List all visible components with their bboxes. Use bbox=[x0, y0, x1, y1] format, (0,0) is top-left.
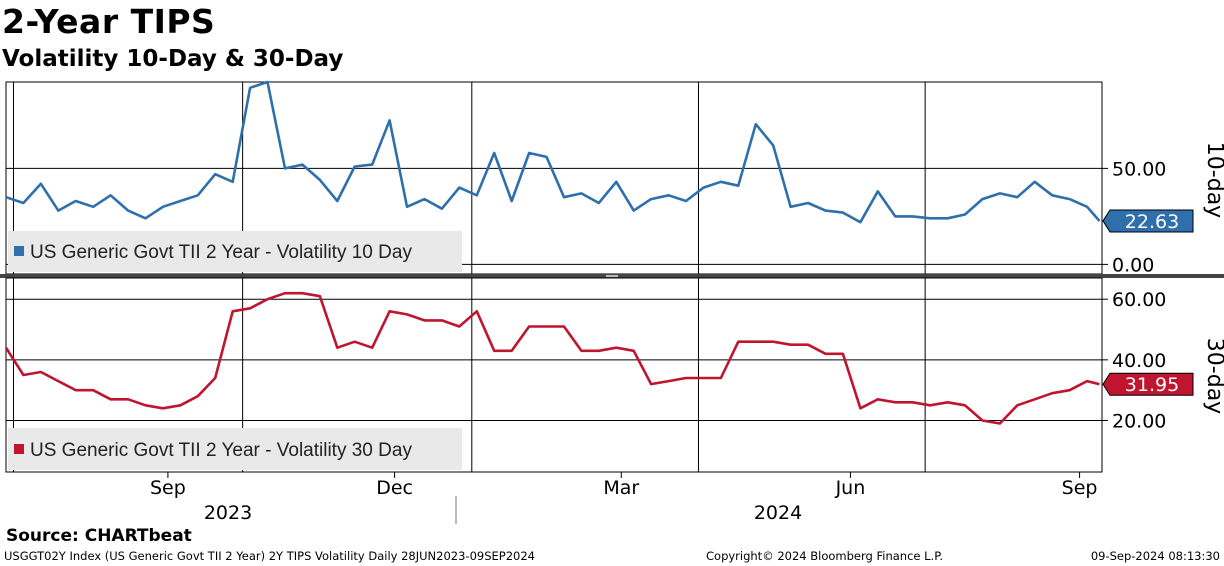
year-label: 2024 bbox=[754, 502, 802, 524]
y-tick-label: 60.00 bbox=[1112, 289, 1166, 311]
top-panel: US Generic Govt TII 2 Year - Volatility … bbox=[5, 80, 1194, 276]
series-line-10-day bbox=[5, 80, 1101, 224]
source-note: Source: CHARTbeat bbox=[6, 526, 192, 546]
series-line-30-day bbox=[4, 291, 1100, 425]
x-tick-label: Sep bbox=[150, 477, 186, 499]
last-value-label: 22.63 bbox=[1125, 211, 1179, 233]
legend-30-day[interactable]: US Generic Govt TII 2 Year - Volatility … bbox=[8, 428, 462, 470]
last-value-label: 31.95 bbox=[1125, 374, 1179, 396]
bottom-panel: US Generic Govt TII 2 Year - Volatility … bbox=[4, 277, 1194, 473]
legend-10-day-label: US Generic Govt TII 2 Year - Volatility … bbox=[30, 242, 412, 263]
page-subtitle: Volatility 10-Day & 30-Day bbox=[2, 46, 344, 72]
y-tick-label: 40.00 bbox=[1112, 350, 1166, 372]
last-value-tag: 31.95 bbox=[1102, 372, 1194, 396]
last-value-tag-bg bbox=[1102, 372, 1194, 396]
legend-10-day-swatch bbox=[14, 246, 24, 256]
side-label-10-day: 10-day bbox=[1202, 142, 1224, 218]
bottom-gridlines bbox=[6, 278, 1102, 472]
last-value-tag-bg bbox=[1102, 209, 1194, 233]
y-tick-label: 50.00 bbox=[1112, 158, 1166, 180]
legend-30-day-bg bbox=[8, 428, 462, 470]
legend-10-day[interactable]: US Generic Govt TII 2 Year - Volatility … bbox=[8, 231, 462, 272]
footer-copyright: Copyright© 2024 Bloomberg Finance L.P. bbox=[706, 549, 943, 563]
legend-30-day-label: US Generic Govt TII 2 Year - Volatility … bbox=[30, 440, 412, 461]
x-tick-label: Sep bbox=[1062, 477, 1098, 499]
panel-separator-grip-icon[interactable] bbox=[606, 275, 618, 277]
series-line bbox=[5, 80, 1101, 224]
page-title: 2-Year TIPS bbox=[2, 2, 216, 41]
series-line bbox=[4, 291, 1100, 425]
side-label-30-day: 30-day bbox=[1202, 338, 1224, 414]
x-tick-label: Mar bbox=[603, 477, 639, 499]
x-tick-label: Jun bbox=[835, 477, 866, 499]
last-value-tag: 22.63 bbox=[1102, 209, 1194, 233]
top-y-axis: 0.00 50.00 22.63 bbox=[1102, 158, 1194, 276]
legend-10-day-bg bbox=[8, 231, 462, 272]
legend-30-day-swatch bbox=[14, 444, 24, 454]
year-label: 2023 bbox=[204, 502, 252, 524]
x-tick-label: Dec bbox=[376, 477, 413, 499]
footer-timestamp: 09-Sep-2024 08:13:30 bbox=[1090, 549, 1220, 563]
y-tick-label: 20.00 bbox=[1112, 410, 1166, 432]
y-tick-label: 0.00 bbox=[1112, 254, 1154, 276]
bottom-y-axis: 20.00 40.00 60.00 31.95 bbox=[1102, 289, 1194, 432]
x-axis: Sep Dec Mar Jun Sep 2023 2024 bbox=[150, 472, 1097, 524]
footer-description: USGGT02Y Index (US Generic Govt TII 2 Ye… bbox=[4, 549, 535, 563]
